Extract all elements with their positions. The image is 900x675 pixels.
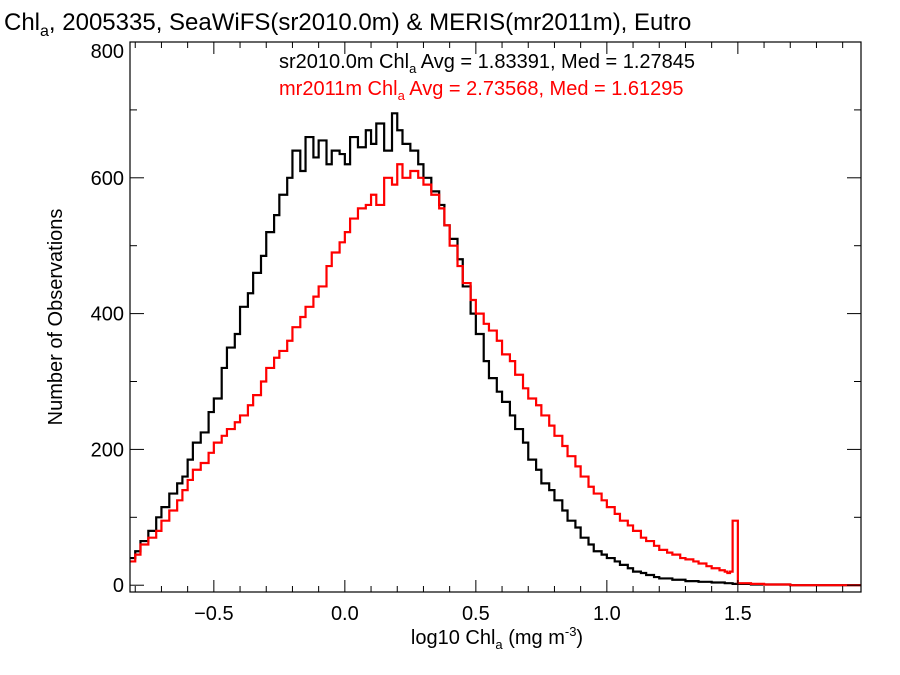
x-axis-label-mid: (mg m: [503, 627, 565, 649]
y-tick-label: 200: [91, 439, 124, 461]
y-axis-ticks: 0 200 400 600 800: [91, 41, 861, 597]
x-tick-label: 0.0: [331, 603, 359, 625]
x-axis-ticks: −0.5 0.0 0.5 1.0 1.5: [134, 42, 844, 625]
series-label-sr2010: sr2010.0m Chla Avg = 1.83391, Med = 1.27…: [279, 51, 695, 76]
chart-title-post: , 2005335, SeaWiFS(sr2010.0m) & MERIS(mr…: [49, 9, 691, 36]
y-axis-label: Number of Observations: [45, 209, 67, 426]
x-axis-label-pre: log10 Chl: [411, 627, 496, 649]
chart-title: Chla, 2005335, SeaWiFS(sr2010.0m) & MERI…: [4, 9, 691, 40]
chart-title-sub: a: [40, 23, 49, 40]
x-tick-label: 0.5: [462, 603, 490, 625]
series-label-mr2011-sub: a: [398, 88, 406, 103]
chart-title-pre: Chl: [4, 9, 40, 36]
y-tick-label: 0: [113, 575, 124, 597]
x-axis-label-post: ): [576, 627, 583, 649]
y-tick-label: 600: [91, 168, 124, 190]
x-tick-label: 1.0: [593, 603, 621, 625]
series-label-mr2011: mr2011m Chla Avg = 2.73568, Med = 1.6129…: [279, 78, 684, 103]
x-axis-label: log10 Chla (mg m-3): [411, 624, 583, 652]
series-label-mr2011-post: Avg = 2.73568, Med = 1.61295: [405, 78, 684, 100]
y-tick-label: 400: [91, 304, 124, 326]
series-label-sr2010-pre: sr2010.0m Chl: [279, 51, 409, 73]
plot-frame: [129, 41, 862, 593]
x-axis-label-sub: a: [495, 637, 503, 652]
series-layer: [130, 112, 861, 587]
x-axis-label-sup: -3: [565, 624, 577, 639]
x-tick-label: 1.5: [724, 603, 752, 625]
series-label-sr2010-sub: a: [409, 61, 417, 76]
series-label-mr2011-pre: mr2011m Chl: [279, 78, 398, 100]
plot-area: −0.5 0.0 0.5 1.0 1.5 0 200 400 600 800: [91, 41, 862, 625]
series-line-mr2011m: [130, 163, 861, 587]
series-label-sr2010-post: Avg = 1.83391, Med = 1.27845: [416, 51, 695, 73]
series-line-sr2010.0m: [130, 112, 861, 587]
x-tick-label: −0.5: [194, 603, 233, 625]
y-tick-label: 800: [91, 41, 124, 63]
